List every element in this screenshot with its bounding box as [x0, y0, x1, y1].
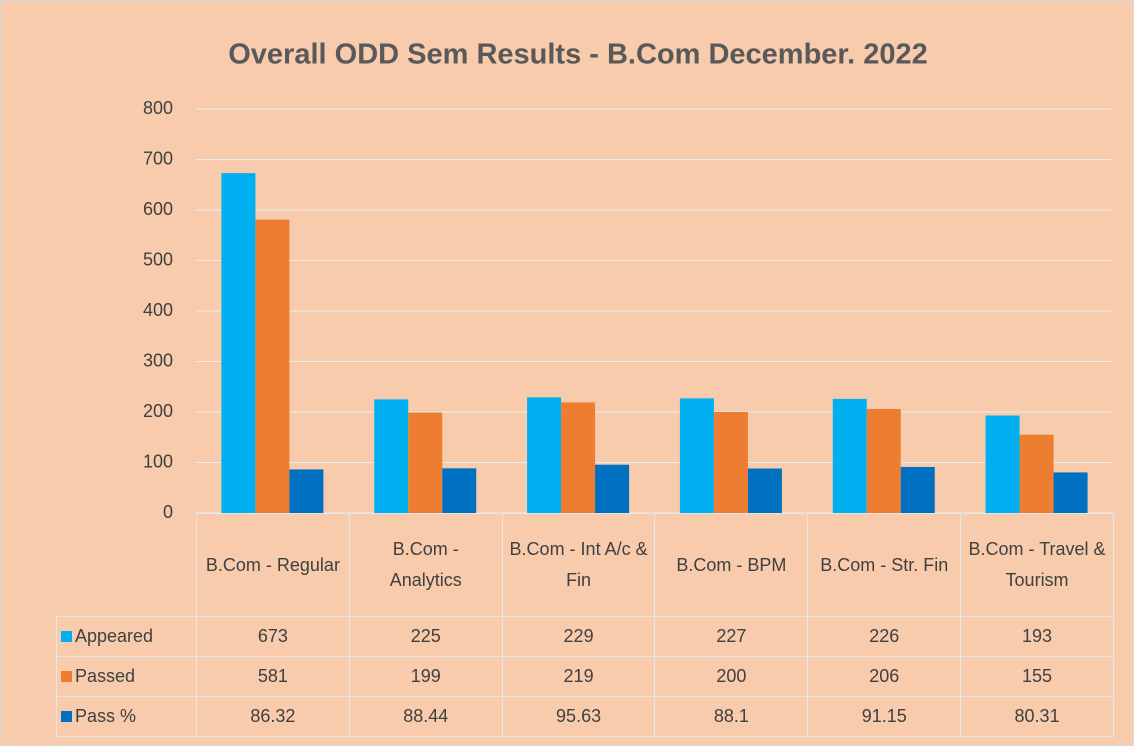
y-tick-label: 300: [143, 350, 173, 370]
x-tick-label: B.Com - Travel & Tourism: [960, 513, 1114, 617]
y-tick-label: 400: [143, 300, 173, 320]
bar: [832, 398, 867, 513]
bar: [713, 412, 748, 513]
legend-entry: Pass %: [56, 696, 197, 737]
x-tick-label: B.Com - Analytics: [348, 513, 503, 617]
legend-entry: Passed: [56, 656, 197, 697]
bar: [255, 219, 290, 513]
bar: [221, 173, 256, 513]
y-tick-label: 500: [143, 249, 173, 269]
bar: [408, 412, 443, 513]
bar: [747, 468, 782, 513]
table-value: 227: [654, 616, 809, 657]
legend-key: [61, 711, 72, 722]
table-value: 200: [654, 656, 809, 697]
bar: [442, 468, 477, 513]
y-tick-label: 800: [143, 98, 173, 118]
legend-entry: Appeared: [56, 616, 197, 657]
x-tick-label: B.Com - Int A/c & Fin: [501, 513, 656, 617]
table-value: 581: [196, 656, 350, 697]
legend-label: Appeared: [75, 626, 154, 646]
table-value: 91.15: [807, 696, 962, 737]
x-tick-label: B.Com - BPM: [654, 513, 809, 617]
table-value: 86.32: [196, 696, 350, 737]
table-value: 88.44: [348, 696, 503, 737]
bar: [679, 398, 714, 513]
table-value: 80.31: [960, 696, 1114, 737]
table-value: 199: [348, 656, 503, 697]
table-value: 229: [501, 616, 656, 657]
x-tick-label: B.Com - Regular: [196, 513, 350, 617]
x-tick-label: B.Com - Str. Fin: [807, 513, 962, 617]
series-row: Appeared 673 225 229 227 226 193: [56, 616, 1114, 657]
bar: [527, 397, 562, 513]
y-tick-label: 700: [143, 148, 173, 168]
chart-title: Overall ODD Sem Results - B.Com December…: [228, 39, 928, 71]
table-value: 206: [807, 656, 962, 697]
series-row: Passed 581 199 219 200 206 155: [56, 656, 1114, 697]
legend-label: Pass %: [75, 706, 137, 726]
table-value: 95.63: [501, 696, 656, 737]
table-value: 219: [501, 656, 656, 697]
bar: [289, 469, 324, 513]
table-value: 88.1: [654, 696, 809, 737]
y-tick-label: 200: [143, 401, 173, 421]
bar: [1053, 472, 1088, 513]
y-tick-label: 0: [163, 502, 173, 522]
series-row: Pass % 86.32 88.44 95.63 88.1 91.15 80.31: [56, 696, 1114, 737]
legend-key: [61, 671, 72, 682]
header-row: B.Com - Regular B.Com - Analytics B.Com - …: [56, 513, 1114, 617]
bar: [866, 408, 901, 513]
legend-key: [61, 631, 72, 642]
table-value: 673: [196, 616, 350, 657]
table-value: 155: [960, 656, 1114, 697]
bar: [985, 415, 1020, 513]
y-tick-label: 600: [143, 199, 173, 219]
table-value: 193: [960, 616, 1114, 657]
legend-label: Passed: [75, 666, 136, 686]
table-value: 226: [807, 616, 962, 657]
data-table: B.Com - Regular B.Com - Analytics B.Com - …: [56, 513, 1114, 737]
blank-cell: [56, 513, 197, 617]
bar: [1019, 434, 1054, 513]
table-value: 225: [348, 616, 503, 657]
bar: [561, 402, 596, 513]
bar: [900, 466, 935, 513]
y-tick-label: 100: [143, 451, 173, 471]
bar: [374, 399, 409, 513]
bar: [595, 464, 630, 513]
